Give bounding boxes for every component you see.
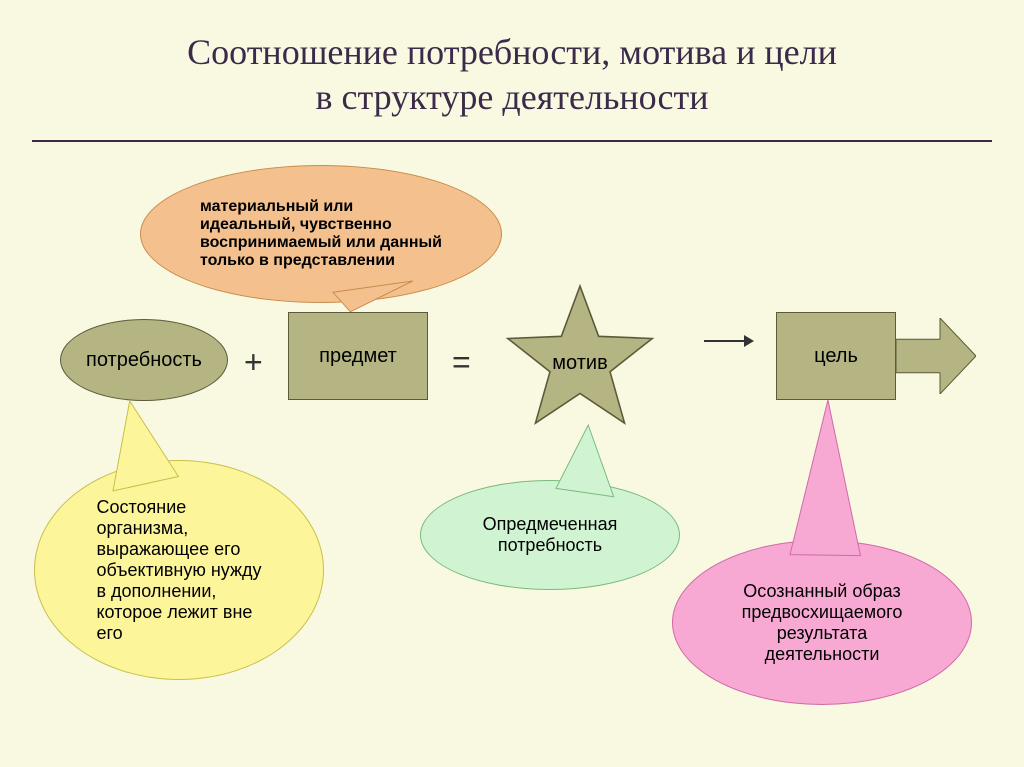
operator-equals: = [452,344,471,381]
page-title: Соотношение потребности, мотива и цели в… [0,0,1024,120]
callout-need: Состояниеорганизма,выражающее егообъекти… [34,460,324,680]
node-motive-label: мотив [552,352,607,375]
node-need: потребность [60,319,228,401]
operator-plus: + [244,344,263,381]
title-line2: в структуре деятельности [315,77,708,117]
callout-need-text: Состояниеорганизма,выражающее егообъекти… [96,497,261,644]
callout-subject: материальный илиидеальный, чувственновос… [140,165,502,303]
big-arrow-icon [896,318,976,394]
callout-subject-text: материальный илиидеальный, чувственновос… [200,198,442,270]
node-subject: предмет [288,312,428,400]
node-need-label: потребность [86,349,202,372]
callout-motive-text: Опредмеченнаяпотребность [483,514,618,556]
node-motive: мотив [500,275,660,433]
callout-motive: Опредмеченнаяпотребность [420,480,680,590]
divider [32,140,992,142]
node-goal: цель [776,312,896,400]
arrow-motive-to-goal [700,328,756,354]
callout-goal-text: Осознанный образпредвосхищаемогорезульта… [742,581,903,665]
title-line1: Соотношение потребности, мотива и цели [187,32,837,72]
callout-goal-tail [788,398,862,558]
node-goal-label: цель [814,345,858,368]
node-subject-label: предмет [319,345,397,368]
callout-goal: Осознанный образпредвосхищаемогорезульта… [672,540,972,705]
